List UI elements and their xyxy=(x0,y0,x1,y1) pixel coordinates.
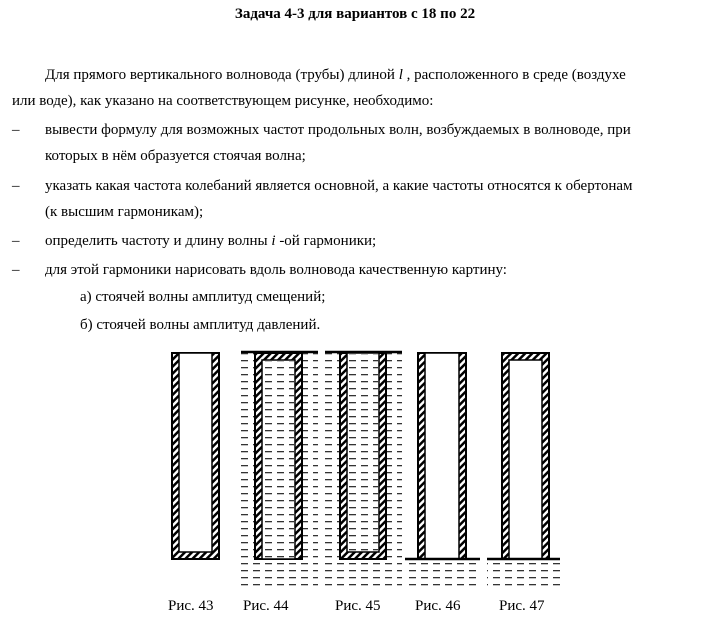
figure-caption-44: Рис. 44 xyxy=(243,598,289,614)
bullet-1a: вывести формулу для возможных частот про… xyxy=(45,122,631,138)
bullet-3: определить частоту и длину волны i -ой г… xyxy=(45,232,376,250)
intro-line-1: Для прямого вертикального волновода (тру… xyxy=(45,66,626,84)
bullet-marker: – xyxy=(12,178,20,194)
figure-45 xyxy=(325,350,402,590)
text: Для прямого вертикального волновода (тру… xyxy=(45,67,395,83)
sub-a: а) стоячей волны амплитуд смещений; xyxy=(80,289,326,305)
bullet-2b: (к высшим гармоникам); xyxy=(45,204,204,220)
bullet-4: для этой гармоники нарисовать вдоль волн… xyxy=(45,262,507,278)
figure-caption-47: Рис. 47 xyxy=(499,598,545,614)
figure-46 xyxy=(405,352,480,590)
variable-l: l xyxy=(398,67,403,83)
figure-caption-43: Рис. 43 xyxy=(168,598,214,614)
bullet-marker: – xyxy=(12,233,20,249)
sub-b: б) стоячей волны амплитуд давлений. xyxy=(80,317,321,333)
figure-caption-45: Рис. 45 xyxy=(335,598,381,614)
figure-43 xyxy=(171,352,220,560)
figure-caption-46: Рис. 46 xyxy=(415,598,461,614)
bullet-1b: которых в нём образуется стоячая волна; xyxy=(45,148,306,164)
bullet-marker: – xyxy=(12,122,20,138)
text: определить частоту и длину волны xyxy=(45,233,268,249)
page-title: Задача 4-3 для вариантов с 18 по 22 xyxy=(234,6,476,22)
bullet-2a: указать какая частота колебаний является… xyxy=(45,178,633,194)
intro-line-2: или воде), как указано на соответствующе… xyxy=(12,93,434,109)
bullet-marker: – xyxy=(12,262,20,278)
text: , расположенного в среде (воздухе xyxy=(406,67,626,83)
figure-47 xyxy=(487,352,560,590)
figure-44 xyxy=(241,350,318,590)
variable-i: i xyxy=(271,233,276,249)
text: -ой гармоники; xyxy=(279,233,377,249)
